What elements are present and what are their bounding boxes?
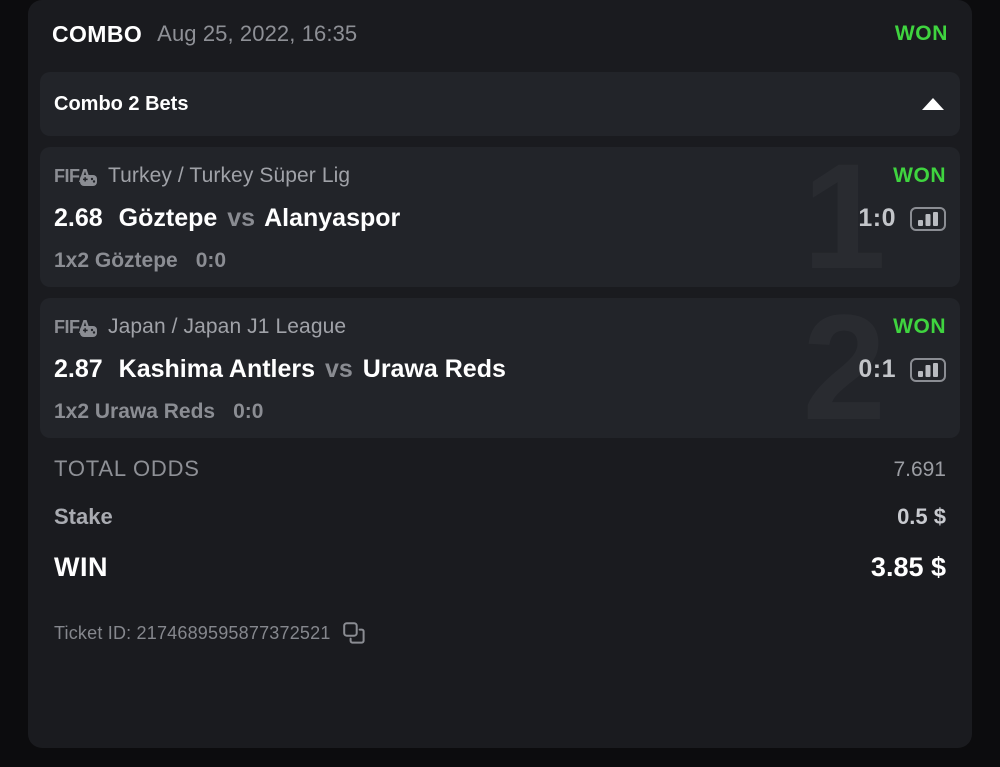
bet-odds-value: 2.68 (54, 204, 103, 232)
triangle-up-shape (922, 98, 944, 110)
bet-league-name: Japan / Japan J1 League (108, 315, 347, 338)
total-odds-row: TOTAL ODDS 7.691 (54, 456, 946, 504)
bet-market-row: 1x2 Urawa Reds 0:0 (54, 400, 946, 424)
bet-selection-block[interactable]: 2 FIFA Japan / Japan J1 League WON 2.8 (40, 298, 960, 438)
triangle-up-icon[interactable] (920, 91, 946, 117)
fifa-esports-icon: FIFA (54, 317, 97, 337)
win-value: 3.85 $ (870, 552, 946, 582)
bet-home-team: Kashima Antlers (118, 355, 316, 383)
ticket-type-label: COMBO (52, 20, 143, 47)
ticket-id-text: Ticket ID: 2174689595877372521 (54, 622, 331, 643)
win-label: WIN (54, 552, 108, 582)
bet-match-row: 2.87 Kashima Antlers vs Urawa Reds 0:1 (54, 355, 946, 384)
bar-chart-icon[interactable] (910, 205, 946, 233)
combo-summary-title: Combo 2 Bets (54, 92, 189, 115)
win-row: WIN 3.85 $ (54, 552, 946, 606)
bet-match-teams: Kashima Antlers vs Urawa Reds (119, 355, 506, 384)
bet-match-row: 2.68 Göztepe vs Alanyaspor 1:0 (54, 204, 946, 233)
bet-league-row: FIFA Turkey / Turkey Süper Lig WON (54, 163, 946, 189)
stake-label: Stake (54, 504, 113, 529)
bet-market-name: 1x2 Urawa Reds (54, 400, 216, 423)
ticket-date: Aug 25, 2022, 16:35 (157, 21, 358, 46)
fifa-esports-icon: FIFA (54, 166, 97, 186)
stake-row: Stake 0.5 $ (54, 504, 946, 552)
ticket-status-badge: WON (894, 22, 948, 45)
bet-league-row: FIFA Japan / Japan J1 League WON (54, 314, 946, 340)
bet-home-team: Göztepe (118, 204, 218, 232)
bar-chart-icon[interactable] (910, 356, 946, 384)
bet-placed-score: 0:0 (195, 249, 227, 272)
bet-status-badge: WON (893, 164, 946, 187)
ticket-totals: TOTAL ODDS 7.691 Stake 0.5 $ WIN 3.85 $ … (40, 456, 960, 644)
stake-value: 0.5 $ (897, 504, 946, 529)
copy-icon[interactable] (342, 622, 365, 644)
vs-separator: vs (227, 204, 256, 232)
ticket-header: COMBO Aug 25, 2022, 16:35 WON (28, 0, 972, 68)
bet-match-score: 0:1 (858, 355, 896, 383)
bet-placed-score: 0:0 (233, 400, 264, 423)
ticket-id-row: Ticket ID: 2174689595877372521 (54, 622, 946, 644)
bet-selection-block[interactable]: 1 FIFA Turkey / Turkey Süper Lig WON 2 (40, 147, 960, 287)
bet-market-name: 1x2 Göztepe (54, 249, 178, 272)
combo-summary-bar[interactable]: Combo 2 Bets (40, 72, 960, 136)
bet-market-row: 1x2 Göztepe 0:0 (54, 249, 946, 273)
bet-odds-value: 2.87 (54, 355, 103, 383)
bet-ticket-card: COMBO Aug 25, 2022, 16:35 WON Combo 2 Be… (28, 0, 972, 748)
bet-match-score: 1:0 (858, 204, 896, 232)
vs-separator: vs (325, 355, 353, 383)
bet-league-name: Turkey / Turkey Süper Lig (108, 164, 351, 187)
bet-away-team: Alanyaspor (264, 204, 401, 232)
bet-away-team: Urawa Reds (362, 355, 506, 383)
bet-match-teams: Göztepe vs Alanyaspor (119, 204, 401, 233)
total-odds-label: TOTAL ODDS (54, 456, 200, 481)
total-odds-value: 7.691 (893, 458, 946, 481)
bet-status-badge: WON (893, 315, 946, 338)
